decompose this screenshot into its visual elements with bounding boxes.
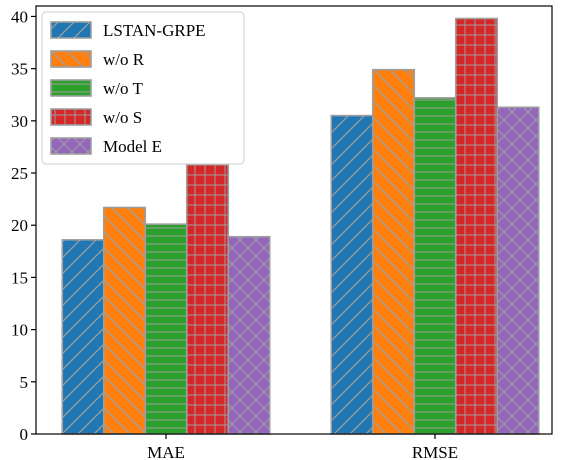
plot-frame [35, 5, 553, 435]
legend-item-w-o-t: w/o T [50, 79, 143, 98]
legend-item-w-o-s: w/o S [50, 108, 142, 127]
bar-w-o-r-rmse [371, 68, 416, 435]
bar-w-o-s-rmse [454, 17, 499, 435]
y-tick-label: 15 [11, 268, 28, 287]
bar-w-o-s-mae [185, 163, 230, 435]
bar-hatch [61, 239, 105, 435]
y-tick-label: 35 [11, 60, 28, 79]
bar-w-o-t-mae [144, 223, 188, 435]
bar-hatch [330, 114, 374, 435]
legend-swatch-hatch [50, 50, 92, 68]
bar-lstan-grpe-rmse [330, 114, 374, 435]
bars-layer [61, 17, 540, 435]
y-tick-label: 10 [11, 321, 28, 340]
y-tick-label: 30 [11, 112, 28, 131]
legend-swatch-hatch [50, 108, 92, 126]
legend-label: Model E [103, 137, 162, 156]
bar-hatch [371, 68, 416, 435]
y-tick-label: 20 [11, 216, 28, 235]
bar-lstan-grpe-mae [61, 239, 105, 435]
bar-hatch [413, 97, 457, 435]
bar-hatch [144, 223, 188, 435]
axes-layer: 0 5 10 15 20 25 30 35 40 MAE RMSE [11, 5, 553, 460]
y-tick-label: 40 [11, 7, 28, 26]
legend-label: LSTAN-GRPE [103, 21, 206, 40]
legend: LSTAN-GRPE w/o R w/o T w/o S Model E [41, 11, 245, 165]
legend-item-model-e: Model E [50, 137, 162, 156]
legend-label: w/o T [103, 79, 143, 98]
x-tick-label: MAE [147, 443, 185, 460]
legend-label: w/o S [103, 108, 142, 127]
y-tick-label: 0 [20, 425, 29, 444]
bar-w-o-t-rmse [413, 97, 457, 435]
x-tick-label: RMSE [412, 443, 458, 460]
legend-box [41, 11, 245, 165]
bar-hatch [102, 206, 147, 435]
legend-swatch-hatch [50, 79, 92, 97]
legend-item-lstan-grpe: LSTAN-GRPE [50, 21, 206, 40]
y-tick-label: 5 [20, 373, 29, 392]
bar-hatch [454, 17, 499, 435]
legend-label: w/o R [103, 50, 145, 69]
y-tick-label: 25 [11, 164, 28, 183]
legend-swatch-hatch [50, 137, 92, 155]
legend-item-w-o-r: w/o R [50, 50, 145, 69]
bar-model-e-rmse [496, 106, 540, 435]
bar-hatch [185, 163, 230, 435]
bar-w-o-r-mae [102, 206, 147, 435]
bar-hatch [496, 106, 540, 435]
bar-hatch [227, 235, 271, 435]
legend-swatch-hatch [50, 21, 92, 39]
bar-model-e-mae [227, 235, 271, 435]
